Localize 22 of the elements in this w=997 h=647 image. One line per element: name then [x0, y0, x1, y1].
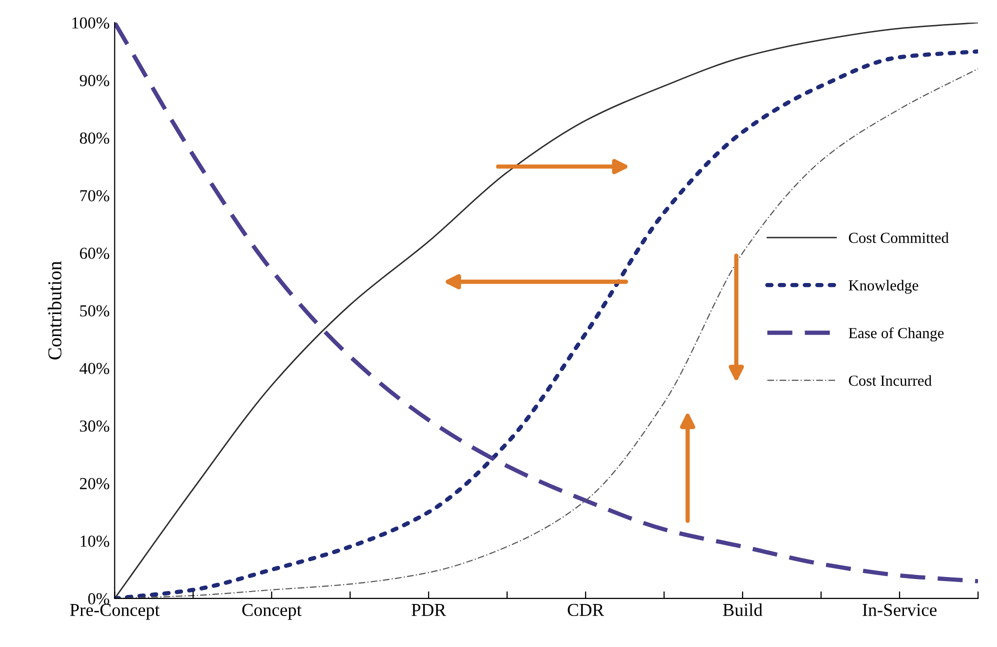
- x-tick-label: PDR: [412, 604, 446, 616]
- x-tick-label: Concept: [242, 604, 302, 620]
- y-tick-label: 10%: [80, 536, 110, 547]
- x-tick-label: In-Service: [862, 604, 937, 616]
- x-tick-label: Build: [723, 603, 762, 616]
- x-tick-label: CDR: [568, 604, 604, 616]
- y-axis-title: Contribution: [48, 261, 62, 360]
- y-tick-label: 30%: [80, 420, 110, 432]
- y-tick-label: 40%: [80, 362, 110, 374]
- y-tick-label: 0%: [88, 593, 110, 604]
- y-tick-label: 80%: [80, 132, 110, 144]
- y-tick-label: 60%: [80, 248, 110, 259]
- legend-label: Cost Committed: [848, 232, 949, 244]
- y-tick-label: 90%: [80, 74, 110, 86]
- x-tick-label: Pre-Concept: [70, 604, 160, 620]
- y-tick-label: 70%: [80, 190, 110, 202]
- y-tick-label: 100%: [72, 17, 110, 29]
- legend-label: Ease of Change: [848, 327, 944, 342]
- y-tick-label: 50%: [80, 305, 110, 317]
- legend-label: Cost Incurred: [848, 375, 932, 386]
- legend-label: Knowledge: [848, 280, 918, 294]
- y-tick-label: 20%: [80, 478, 110, 490]
